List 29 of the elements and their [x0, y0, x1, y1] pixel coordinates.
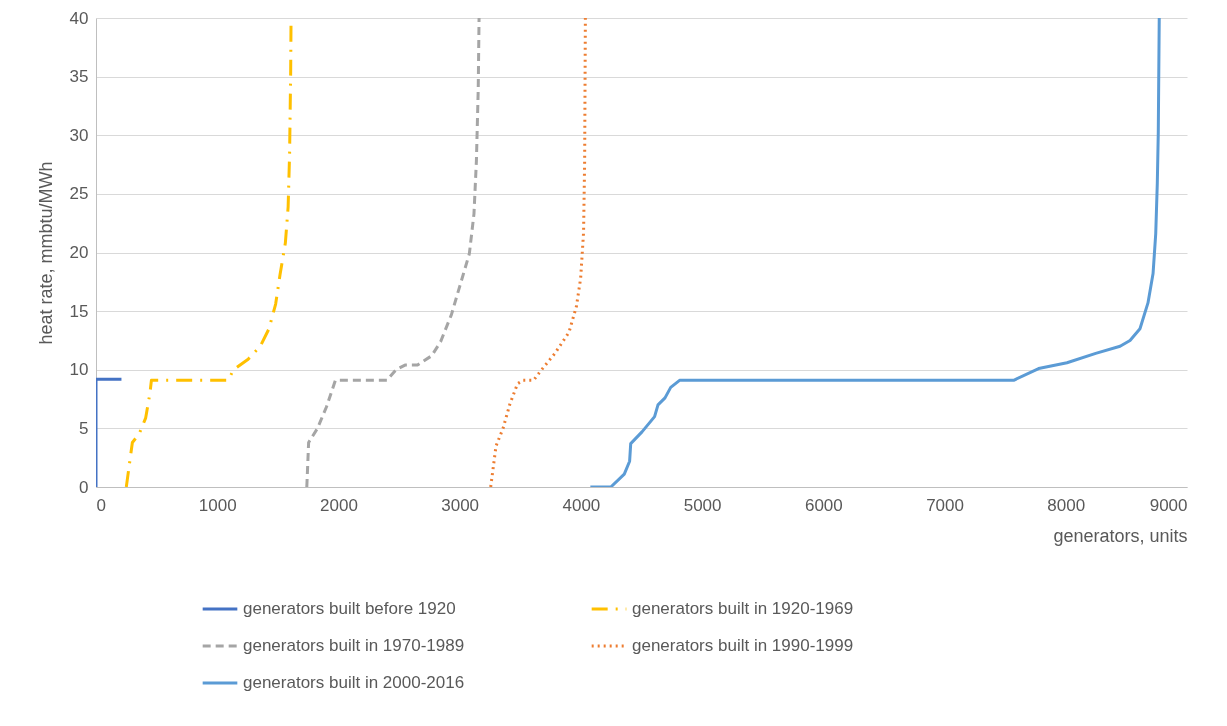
x-tick-label: 3000 [441, 495, 480, 515]
x-tick-label: 4000 [562, 495, 601, 515]
x-tick-label: 8000 [1047, 495, 1086, 515]
legend-label: generators built before 1920 [243, 599, 456, 618]
x-tick-label: 0 [96, 495, 106, 515]
legend-label: generators built in 1970-1989 [243, 636, 465, 655]
y-tick-label: 15 [69, 301, 89, 321]
y-tick-label: 30 [69, 125, 89, 145]
y-tick-label: 0 [79, 477, 89, 497]
line-series [588, 18, 1161, 487]
line-series [305, 18, 481, 487]
legend-label: generators built in 1990-1999 [632, 636, 854, 655]
x-tick-label: 1000 [198, 495, 237, 515]
x-tick-label: 9000 [1149, 495, 1188, 515]
x-tick-label: 6000 [804, 495, 843, 515]
x-tick-label: 7000 [926, 495, 964, 515]
y-tick-label: 5 [79, 418, 89, 438]
y-tick-label: 40 [69, 8, 89, 28]
y-tick-label: 10 [69, 360, 89, 380]
x-axis-title: generators, units [1053, 525, 1188, 546]
y-tick-label: 20 [69, 243, 89, 262]
line-series [489, 18, 587, 487]
legend-label: generators built in 2000-2016 [243, 673, 465, 692]
legend-label: generators built in 1920-1969 [632, 599, 854, 618]
y-axis-title: heat rate, mmbtu/MWh [35, 161, 56, 345]
x-tick-label: 5000 [683, 495, 722, 515]
y-tick-label: 25 [69, 184, 89, 204]
y-tick-label: 35 [69, 67, 89, 87]
x-tick-label: 2000 [320, 495, 358, 515]
